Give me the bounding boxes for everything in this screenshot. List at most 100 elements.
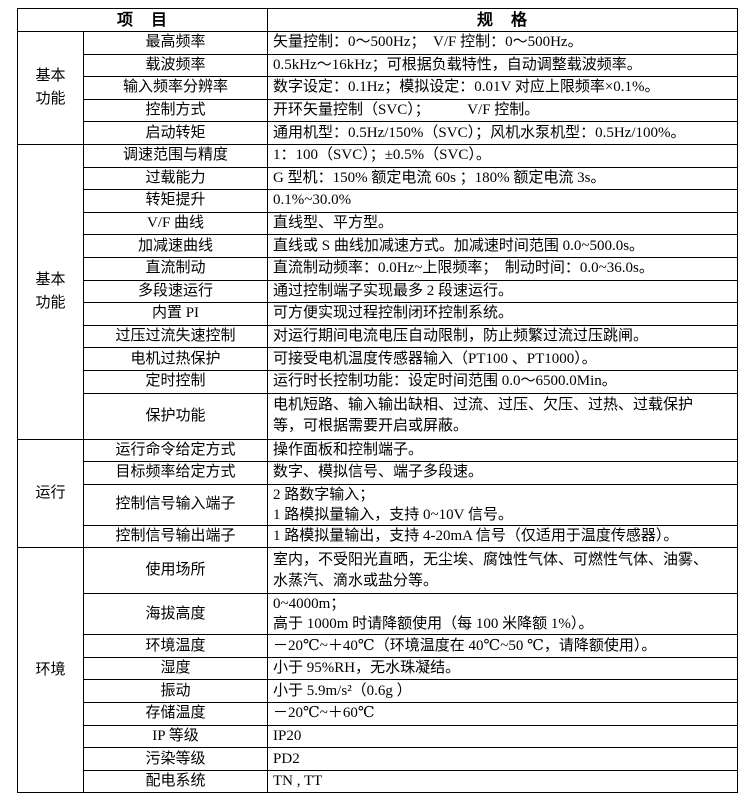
table-row: 存储温度 －20℃~＋60℃ <box>18 702 739 726</box>
item-name: 直流制动 <box>82 256 269 281</box>
table-row: 振动 小于 5.9m/s²（0.6g ） <box>18 679 739 704</box>
group-label-line: 运行 <box>35 484 66 501</box>
item-name: 定时控制 <box>82 369 269 394</box>
table-row: 保护功能 电机短路、输入输出缺相、过流、过压、欠压、过热、过载保护 等，可根据需要开… <box>18 392 739 440</box>
spec-value: －20℃~＋40℃（环境温度在 40℃~50 ℃，请降额使用）。 <box>267 634 739 658</box>
spec-line: 直线或 S 曲线加减速方式。加减速时间范围 0.0~500.0s。 <box>273 237 645 254</box>
spec-line: 电机短路、输入输出缺相、过流、过压、欠压、过热、过载保护 <box>273 397 694 413</box>
spec-line: 1 路模拟量输出，支持 4-20mA 信号（仅适用于温度传感器）。 <box>273 527 679 544</box>
spec-line: 开环矢量控制（SVC）； V/F 控制。 <box>273 102 540 119</box>
item-name: 振动 <box>82 679 269 704</box>
spec-value: 可方便实现过程控制闭环控制系统。 <box>267 302 739 326</box>
item-name: 湿度 <box>82 656 269 681</box>
table-body: 基本 功能 最高频率 矢量控制：0～500Hz； V/F 控制：0～500Hz。 载波频… <box>17 31 739 794</box>
item-name: 运行命令给定方式 <box>82 438 269 463</box>
item-name: 污染等级 <box>82 747 269 771</box>
item-name: 电机过热保护 <box>82 347 269 371</box>
spec-line: 1：100（SVC）；±0.5%（SVC）。 <box>273 147 491 164</box>
table-row: 运行 运行命令给定方式 操作面板和控制端子。 <box>17 438 739 549</box>
group-label: 基本 功能 <box>17 143 84 440</box>
spec-line: TN , TT <box>273 773 323 790</box>
group-label-line: 环境 <box>35 661 66 678</box>
spec-value: 0~4000m； 高于 1000m 时请降额使用（每 100 米降额 1%）。 <box>267 593 739 636</box>
table-row: 湿度 小于 95%RH，无水珠凝结。 <box>18 656 739 681</box>
spec-value: －20℃~＋60℃ <box>267 702 739 726</box>
spec-line: 室内，不受阳光直晒，无尘埃、腐蚀性气体、可燃性气体、油雾、 <box>273 551 709 568</box>
spec-value: 对运行期间电流电压自动限制，防止频繁过流过压跳闸。 <box>267 324 739 349</box>
spec-value: 室内，不受阳光直晒，无尘埃、腐蚀性气体、可燃性气体、油雾、 水蒸汽、滴水或盐分等。 <box>267 547 739 595</box>
item-name: 海拔高度 <box>82 593 269 636</box>
table-row: 基本 功能 最高频率 矢量控制：0～500Hz； V/F 控制：0～500Hz。 <box>17 31 739 145</box>
table-row: 控制方式 开环矢量控制（SVC）； V/F 控制。 <box>18 98 739 123</box>
spec-line: 直流制动频率：0.0Hz~上限频率； 制动时间：0.0~36.0s。 <box>273 260 654 277</box>
table-row: 定时控制 运行时长控制功能：设定时间范围 0.0～6500.0Min。 <box>18 369 739 394</box>
item-name: 使用场所 <box>82 547 269 595</box>
spec-line: 数字、模拟信号、端子多段速。 <box>273 464 484 481</box>
spec-line: 对运行期间电流电压自动限制，防止频繁过流过压跳闸。 <box>273 328 649 345</box>
spec-line: 0~4000m； <box>273 596 346 613</box>
spec-line: IP20 <box>273 727 302 744</box>
spec-value: G 型机：150% 额定电流 60s ；180% 额定电流 3s。 <box>267 166 739 191</box>
item-name: 加减速曲线 <box>82 234 269 258</box>
spec-value: 开环矢量控制（SVC）； V/F 控制。 <box>267 98 739 123</box>
item-name: IP 等级 <box>82 724 269 749</box>
group-label: 基本 功能 <box>17 31 84 145</box>
table-row: 电机过热保护 可接受电机温度传感器输入（PT100 、PT1000）。 <box>18 347 739 371</box>
spec-line: 运行时长控制功能：设定时间范围 0.0～6500.0Min。 <box>273 373 617 390</box>
spec-line: 操作面板和控制端子。 <box>273 441 424 458</box>
table-row: 内置 PI 可方便实现过程控制闭环控制系统。 <box>18 302 739 326</box>
table-row: 载波频率 0.5kHz～16kHz；可根据负载特性，自动调整载波频率。 <box>18 53 739 78</box>
spec-value: 通用机型：0.5Hz/150%（SVC）；风机水泵机型：0.5Hz/100%。 <box>267 121 739 145</box>
spec-value: 1 路模拟量输出，支持 4-20mA 信号（仅适用于温度传感器）。 <box>267 524 739 549</box>
item-name: 保护功能 <box>82 392 269 440</box>
group-label-line: 功能 <box>35 294 66 311</box>
item-name: 目标频率给定方式 <box>82 461 269 485</box>
spec-line: 0.5kHz～16kHz；可根据负载特性，自动调整载波频率。 <box>273 56 642 73</box>
item-name: 控制信号输入端子 <box>82 483 269 526</box>
spec-line: －20℃~＋60℃ <box>273 705 375 722</box>
table-row: 加减速曲线 直线或 S 曲线加减速方式。加减速时间范围 0.0~500.0s。 <box>18 234 739 258</box>
item-name: 控制信号输出端子 <box>82 524 269 549</box>
spec-line: 水蒸汽、滴水或盐分等。 <box>273 572 439 589</box>
spec-value: 小于 5.9m/s²（0.6g ） <box>267 679 739 704</box>
spec-line: G 型机：150% 额定电流 60s ；180% 额定电流 3s。 <box>273 169 606 186</box>
group-label: 运行 <box>17 438 84 549</box>
table-row: 转矩提升 0.1%~30.0% <box>18 189 739 213</box>
item-name: 过压过流失速控制 <box>82 324 269 349</box>
table-row: 启动转矩 通用机型：0.5Hz/150%（SVC）；风机水泵机型：0.5Hz/10… <box>18 121 739 145</box>
table-row: 海拔高度 0~4000m； 高于 1000m 时请降额使用（每 100 米降额 1%… <box>18 593 739 636</box>
item-name: 多段速运行 <box>82 279 269 304</box>
spec-value: 矢量控制：0～500Hz； V/F 控制：0～500Hz。 <box>267 31 739 55</box>
spec-table: 项 目 规 格 基本 功能 最高频率 矢量控制：0～500Hz； V/F 控制：0～5… <box>16 8 739 794</box>
item-name: 配电系统 <box>82 769 269 794</box>
item-name: 过载能力 <box>82 166 269 191</box>
spec-value: 电机短路、输入输出缺相、过流、过压、欠压、过热、过载保护 等，可根据需要开启或屏蔽… <box>267 392 739 440</box>
spec-value: 直流制动频率：0.0Hz~上限频率； 制动时间：0.0~36.0s。 <box>267 256 739 281</box>
item-name: 载波频率 <box>82 53 269 78</box>
spec-line: 等，可根据需要开启或屏蔽。 <box>273 418 469 434</box>
spec-line: 2 路数字输入； <box>273 486 375 503</box>
spec-line: 可方便实现过程控制闭环控制系统。 <box>273 305 514 322</box>
spec-line: 小于 95%RH，无水珠凝结。 <box>273 660 461 677</box>
table-row: 多段速运行 通过控制端子实现最多 2 段速运行。 <box>18 279 739 304</box>
spec-value: 可接受电机温度传感器输入（PT100 、PT1000）。 <box>267 347 739 371</box>
table-row: 过压过流失速控制 对运行期间电流电压自动限制，防止频繁过流过压跳闸。 <box>18 324 739 349</box>
table-row: 基本 功能 调速范围与精度 1：100（SVC）；±0.5%（SVC）。 <box>17 143 739 440</box>
group-label-line: 功能 <box>35 90 66 107</box>
item-name: 控制方式 <box>82 98 269 123</box>
table-row: 环境 使用场所 室内，不受阳光直晒，无尘埃、腐蚀性气体、可燃性气体、油雾、 水蒸汽、滴… <box>17 547 739 794</box>
spec-value: 0.1%~30.0% <box>267 189 739 213</box>
spec-value: TN , TT <box>267 769 739 794</box>
table-row: 控制信号输入端子 2 路数字输入； 1 路模拟量输入，支持 0~10V 信号。 <box>18 483 739 526</box>
table-row: 污染等级 PD2 <box>18 747 739 771</box>
table-row: V/F 曲线 直线型、平方型。 <box>18 211 739 236</box>
spec-line: 直线型、平方型。 <box>273 215 394 232</box>
item-name: 内置 PI <box>82 302 269 326</box>
item-name: 存储温度 <box>82 702 269 726</box>
spec-line: 通用机型：0.5Hz/150%（SVC）；风机水泵机型：0.5Hz/100%。 <box>273 124 686 141</box>
table-row: IP 等级 IP20 <box>18 724 739 749</box>
spec-line: 矢量控制：0～500Hz； V/F 控制：0～500Hz。 <box>273 34 583 51</box>
item-name: 启动转矩 <box>82 121 269 145</box>
table-row: 过载能力 G 型机：150% 额定电流 60s ；180% 额定电流 3s。 <box>18 166 739 191</box>
table-row: 输入频率分辨率 数字设定：0.1Hz；模拟设定：0.01V 对应上限频率×0.1%… <box>18 76 739 100</box>
